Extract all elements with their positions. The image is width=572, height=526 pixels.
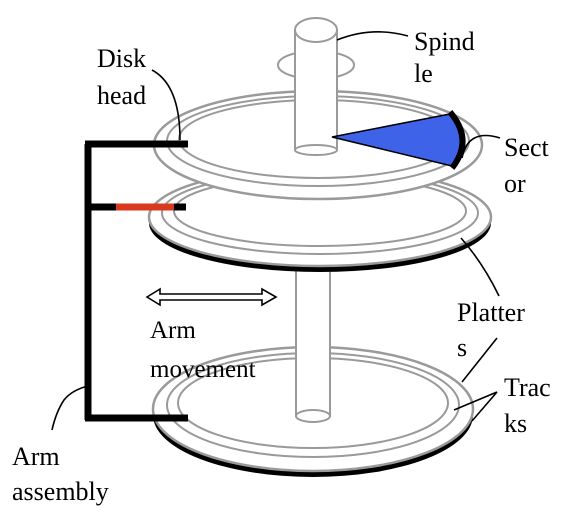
spindle-label: Spind le — [414, 27, 481, 88]
spindle-lower — [295, 267, 331, 423]
spindle-top-cap — [294, 17, 338, 43]
platters-leader-2 — [461, 337, 498, 383]
arm-assembly-label: Arm assembly — [12, 442, 109, 506]
double-headed-arrow-icon — [145, 287, 278, 307]
sector-label: Sect or — [504, 133, 555, 198]
spindle-upper — [277, 17, 355, 156]
middle-platter — [147, 166, 493, 272]
arm-assembly-leader — [51, 385, 89, 431]
arm-movement-label: Arm movement — [150, 317, 256, 383]
spindle-leader — [336, 31, 409, 41]
tracks-leader-2 — [471, 391, 498, 422]
sector — [331, 110, 466, 170]
leader-lines — [51, 31, 501, 431]
disk-head-leader — [151, 69, 181, 141]
platters-leader — [460, 237, 500, 297]
sector-rim — [447, 110, 466, 170]
tracks-label: Trac ks — [504, 373, 557, 438]
disk-head-label: Disk head — [97, 44, 153, 110]
arm-assembly — [84, 140, 188, 422]
platters-label: Platter s — [457, 298, 531, 362]
tracks-leader-1 — [453, 391, 498, 411]
sector-leader — [461, 134, 501, 159]
